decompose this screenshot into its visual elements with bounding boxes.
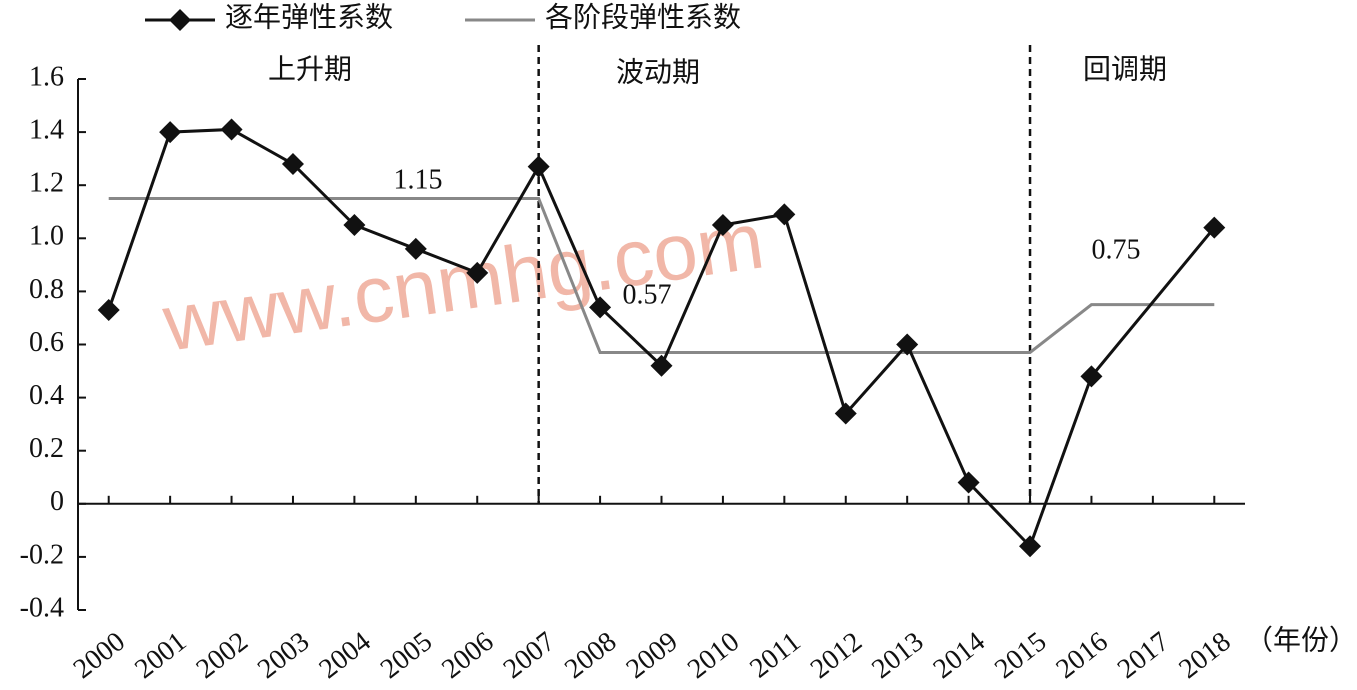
- x-tick-label: 2016: [1050, 626, 1113, 685]
- legend-label: 逐年弹性系数: [225, 1, 393, 33]
- period-label: 波动期: [616, 56, 700, 88]
- x-tick-label: 2000: [68, 626, 131, 685]
- point-marker: [1019, 535, 1042, 558]
- point-marker: [1080, 365, 1103, 388]
- point-marker: [97, 298, 120, 321]
- y-tick-label: -0.4: [20, 592, 64, 623]
- point-marker: [1203, 216, 1226, 239]
- x-tick-label: 2015: [989, 626, 1052, 685]
- x-tick-label: 2005: [375, 626, 438, 685]
- stage-label: 0.57: [623, 279, 672, 310]
- point-marker: [896, 333, 919, 356]
- x-tick-label: 2013: [866, 626, 929, 685]
- point-marker: [711, 214, 734, 237]
- x-tick-label: 2010: [682, 626, 745, 685]
- point-marker: [343, 214, 366, 237]
- watermark: www.cnmhg.com: [157, 195, 769, 367]
- y-tick-label: 0.6: [29, 327, 64, 358]
- y-tick-label: 1.6: [29, 61, 64, 92]
- y-tick-label: -0.2: [20, 539, 64, 570]
- point-marker: [834, 402, 857, 425]
- x-tick-label: 2001: [129, 626, 192, 685]
- point-marker: [527, 155, 550, 178]
- x-tick-label: 2008: [559, 626, 622, 685]
- point-marker: [773, 203, 796, 226]
- x-tick-label: 2011: [744, 626, 806, 684]
- x-tick-label: 2009: [621, 626, 684, 685]
- x-tick-label: 2018: [1173, 626, 1236, 685]
- point-marker: [159, 121, 182, 144]
- x-tick-label: 2002: [191, 626, 254, 685]
- legend-marker: [169, 9, 191, 31]
- y-tick-label: 1.2: [29, 168, 64, 199]
- point-marker: [650, 354, 673, 377]
- x-tick-label: 2004: [313, 626, 376, 685]
- series-line: [107, 127, 1216, 550]
- point-marker: [589, 296, 612, 319]
- point-marker: [404, 237, 427, 260]
- y-tick-label: 0: [50, 486, 64, 517]
- point-marker: [281, 152, 304, 175]
- x-tick-label: 2003: [252, 626, 315, 685]
- x-axis-unit: （年份）: [1245, 624, 1357, 656]
- x-tick-label: 2007: [498, 626, 561, 685]
- stage-label: 0.75: [1092, 234, 1141, 265]
- legend-label: 各阶段弹性系数: [545, 1, 741, 33]
- stage-label: 1.15: [394, 164, 443, 195]
- x-tick-label: 2006: [436, 626, 499, 685]
- point-marker: [220, 118, 243, 141]
- period-label: 上升期: [268, 54, 352, 85]
- y-tick-label: 0.8: [29, 274, 64, 305]
- y-tick-label: 0.2: [29, 433, 64, 464]
- x-tick-label: 2012: [805, 626, 868, 685]
- x-tick-label: 2017: [1112, 626, 1175, 685]
- x-tick-label: 2014: [928, 626, 991, 685]
- series-line: [108, 196, 1215, 354]
- point-marker: [466, 261, 489, 284]
- period-label: 回调期: [1083, 54, 1167, 85]
- y-tick-label: 1.0: [29, 221, 64, 252]
- y-tick-label: 1.4: [29, 115, 64, 146]
- y-tick-label: 0.4: [29, 380, 64, 411]
- point-marker: [957, 471, 980, 494]
